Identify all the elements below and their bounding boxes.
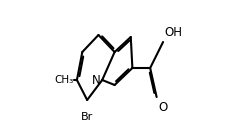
Text: Br: Br [81,112,93,122]
Text: OH: OH [165,26,182,39]
Text: CH₃: CH₃ [54,75,74,85]
Text: O: O [158,101,167,114]
Text: N: N [91,74,100,87]
